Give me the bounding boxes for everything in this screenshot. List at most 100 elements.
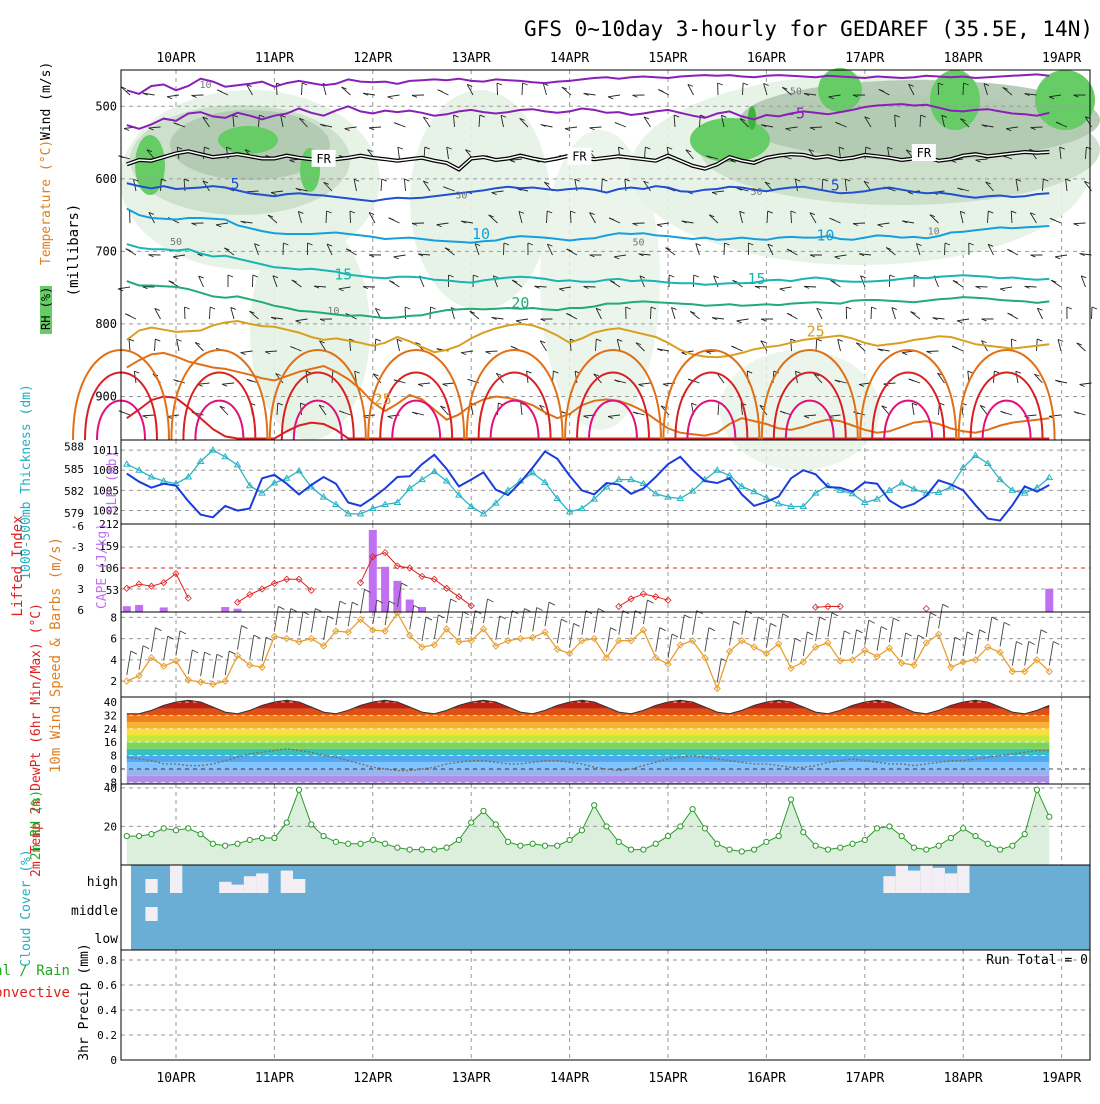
- rh-point: [358, 841, 363, 846]
- wind-tick-label: 4: [110, 654, 117, 667]
- isotherm-label: 15: [334, 266, 352, 284]
- rh-point: [665, 833, 670, 838]
- temperature-bands: [121, 697, 1090, 784]
- rh-shading-area: [1035, 70, 1095, 130]
- date-label-bottom: 15APR: [648, 1071, 687, 1086]
- rh-point: [678, 824, 683, 829]
- rh-point: [604, 824, 609, 829]
- temperature-legend-label: Temperature (°C): [39, 140, 54, 265]
- rh-point: [296, 787, 301, 792]
- temp-tick-label: 24: [104, 723, 118, 736]
- rh-point: [555, 843, 560, 848]
- cloud-bar: [920, 865, 932, 893]
- rh-point: [137, 833, 142, 838]
- wind-axis-label: 10m Wind Speed & Barbs (m/s): [48, 537, 64, 773]
- date-label-bottom: 11APR: [255, 1071, 294, 1086]
- wind-tick-label: 6: [110, 633, 117, 646]
- rh-point: [973, 833, 978, 838]
- wind-barb: [210, 307, 211, 319]
- cloud-bar: [883, 876, 895, 893]
- rh-point: [223, 843, 228, 848]
- isotherm-label: FR: [316, 152, 331, 166]
- rh-point: [161, 826, 166, 831]
- precip-legend-total: Total / Rain: [0, 963, 70, 979]
- rh-point: [592, 803, 597, 808]
- rh-point: [506, 839, 511, 844]
- wind-barb: [276, 83, 277, 95]
- cloud-axis-label: Cloud Cover (%): [19, 849, 34, 966]
- precip-tick-label: 0.8: [97, 954, 117, 967]
- rh-point: [149, 832, 154, 837]
- rh-point: [370, 837, 375, 842]
- isotherm-label: 25: [807, 322, 825, 340]
- temperature-band: [121, 715, 1090, 722]
- rh-point: [1047, 814, 1052, 819]
- cape-bar: [135, 605, 143, 612]
- temperature-band: [121, 762, 1090, 769]
- precip-tick-label: 0.2: [97, 1029, 117, 1042]
- rh-point: [776, 833, 781, 838]
- pressure-axis-label: (millibars): [66, 204, 82, 297]
- rh-point: [493, 822, 498, 827]
- rh-point: [272, 835, 277, 840]
- lifted-axis-label: Lifted Index: [10, 515, 26, 616]
- temperature-band: [121, 729, 1090, 736]
- cloud-bar: [256, 873, 268, 893]
- rh-contour-label: 50: [790, 87, 802, 98]
- rh-point: [838, 845, 843, 850]
- isotherm-label: 10: [472, 225, 490, 243]
- rh-point: [629, 847, 634, 852]
- rh-point: [702, 826, 707, 831]
- precip-legend-convective: Convective: [0, 985, 70, 1001]
- thickness-tick-label: 585: [64, 463, 84, 476]
- temperature-band: [121, 769, 1090, 776]
- rh-point: [395, 845, 400, 850]
- temperature-band: [121, 722, 1090, 729]
- rh-point: [481, 808, 486, 813]
- cloud-bar: [145, 879, 157, 893]
- rh-point: [801, 830, 806, 835]
- rh-point: [346, 841, 351, 846]
- cape-bar: [160, 607, 168, 612]
- rh-point: [210, 841, 215, 846]
- temperature-band: [121, 742, 1090, 749]
- rh-point: [173, 828, 178, 833]
- temp-tick-label: 16: [104, 736, 117, 749]
- precip-axis-label: 3hr Precip (mm): [77, 943, 92, 1060]
- rh-point: [690, 806, 695, 811]
- thickness-tick-label: 588: [64, 441, 84, 454]
- wind-barb: [1031, 127, 1043, 128]
- rh-point: [948, 835, 953, 840]
- cloud-bar: [293, 879, 305, 893]
- cloud-layer-label: low: [95, 932, 119, 947]
- cloud-layer-label: middle: [71, 904, 118, 919]
- date-label-bottom: 19APR: [1042, 1071, 1081, 1086]
- temp-tick-label: 0: [110, 763, 117, 776]
- rh-point: [419, 847, 424, 852]
- date-label-bottom: 13APR: [452, 1071, 491, 1086]
- temp-tick-label: 32: [104, 709, 117, 722]
- rh-point: [998, 847, 1003, 852]
- date-label-bottom: 17APR: [845, 1071, 884, 1086]
- rh-point: [444, 845, 449, 850]
- rh-point: [1022, 832, 1027, 837]
- isotherm-label: 15: [748, 270, 766, 288]
- wind-barb: [963, 83, 964, 95]
- lifted-tick-label: -6: [71, 520, 84, 533]
- rh-point: [616, 839, 621, 844]
- isotherm-label: 20: [511, 294, 529, 312]
- cloud-bar: [945, 873, 957, 893]
- temp-tick-label: 40: [104, 696, 117, 709]
- isotherm-label: 25: [374, 390, 392, 408]
- precip-tick-label: 0.6: [97, 979, 117, 992]
- cloud-bar: [933, 868, 945, 893]
- cloud-bar: [219, 882, 231, 893]
- rh-point: [641, 847, 646, 852]
- date-label-top: 10APR: [156, 51, 195, 66]
- date-label-top: 11APR: [255, 51, 294, 66]
- rh-point: [850, 841, 855, 846]
- isotherm-label: -5: [787, 105, 805, 123]
- temp-tick-label: 8: [110, 750, 117, 763]
